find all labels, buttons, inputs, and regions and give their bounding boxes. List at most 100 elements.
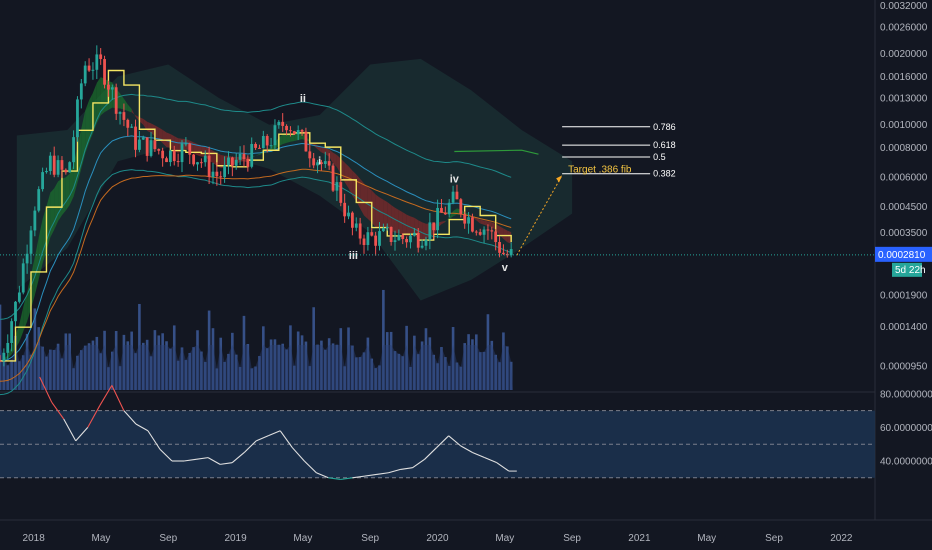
volume-bar: [374, 368, 377, 390]
axes: 0.0032000 0.0026000 0.0020000 0.0016000 0.00…: [23, 1, 932, 544]
fib-label: 0.618: [653, 140, 676, 150]
candle-body: [316, 162, 319, 166]
wave-label-i: i: [318, 155, 321, 167]
ribbon-segment: [7, 346, 12, 359]
volume-bar: [277, 344, 281, 390]
candle-body: [72, 137, 75, 163]
ribbon-segment: [441, 220, 446, 225]
volume-bar: [389, 331, 393, 390]
price-tick: 0.0026000: [880, 22, 928, 33]
volume-bar: [180, 347, 184, 390]
osc-line-segment: [376, 472, 389, 475]
price-tick: 0.0001400: [880, 322, 928, 333]
volume-bar: [0, 304, 2, 390]
volume-bar: [505, 346, 509, 390]
candle-body: [238, 153, 242, 160]
ribbon-segment: [484, 220, 488, 226]
ribbon-segment: [220, 154, 225, 169]
volume-bar: [169, 348, 172, 390]
candle-body: [122, 112, 126, 120]
ribbon-segment: [453, 208, 457, 217]
candle-body: [48, 155, 52, 172]
time-tick: May: [495, 533, 514, 544]
ribbon-segment: [290, 133, 295, 142]
ribbon-segment: [274, 137, 279, 149]
ribbon-segment: [100, 77, 105, 116]
candle-body: [192, 154, 196, 165]
oscillator-pane[interactable]: [0, 376, 875, 481]
current-price-tag: 0.0002810 5d 22h: [0, 246, 932, 277]
volume-bar: [447, 365, 451, 390]
osc-line-segment: [243, 440, 257, 453]
volume-bar: [87, 343, 91, 390]
volume-bar: [455, 362, 459, 390]
osc-line-segment: [39, 376, 53, 403]
candle-body: [327, 161, 331, 166]
volume-bar: [49, 349, 52, 390]
candle-body: [153, 140, 157, 150]
candle-body: [99, 54, 103, 60]
price-tick: 0.0004500: [880, 202, 928, 213]
ribbon-segment: [135, 115, 140, 122]
volume-bar: [281, 343, 284, 390]
volume-bar: [196, 330, 199, 390]
candle-body: [10, 321, 14, 343]
volume-bar: [467, 334, 470, 390]
ribbon-segment: [507, 230, 512, 244]
volume-bar: [231, 332, 234, 390]
candlestick-series[interactable]: [0, 45, 513, 367]
volume-bar: [424, 328, 428, 390]
candle-body: [269, 145, 273, 147]
candle-body: [374, 235, 378, 246]
candle-body: [320, 162, 323, 164]
volume-bar: [393, 351, 397, 390]
volume-bar: [347, 327, 350, 390]
time-tick: Sep: [361, 533, 379, 544]
volume-bar: [134, 353, 137, 390]
osc-line-segment: [328, 477, 341, 481]
ribbon-segment: [54, 181, 59, 230]
price-tick: 0.0032000: [880, 1, 928, 12]
candle-body: [52, 155, 56, 175]
candle-body: [296, 130, 300, 135]
candle-body: [45, 171, 48, 173]
candle-body: [207, 155, 211, 177]
candle-body: [289, 130, 292, 132]
candle-body: [412, 232, 416, 236]
volume-bar: [10, 359, 13, 390]
candle-body: [265, 136, 269, 146]
wave-label-ii: ii: [300, 93, 306, 105]
volume-bar: [327, 338, 331, 390]
candle-body: [300, 130, 304, 132]
wave-label-iii: iii: [349, 250, 358, 262]
ribbon-segment: [139, 117, 144, 125]
osc-line-segment: [424, 447, 438, 460]
candle-body: [6, 342, 10, 353]
ribbon-segment: [170, 133, 175, 151]
volume-bar: [335, 344, 339, 390]
ribbon-segment: [336, 154, 341, 175]
ribbon-segment: [371, 190, 376, 228]
candle-body: [141, 137, 145, 140]
candle-body: [432, 222, 436, 231]
volume-bar: [219, 337, 223, 390]
candle-body: [188, 143, 192, 155]
volume-bar: [316, 344, 319, 390]
candle-body: [498, 242, 501, 253]
candle-body: [157, 149, 161, 151]
volume-bar: [192, 347, 195, 390]
candle-body: [0, 360, 2, 362]
volume-bar: [95, 336, 99, 390]
ribbon-segment: [27, 275, 31, 322]
osc-line-segment: [231, 452, 245, 464]
volume-bar: [126, 341, 130, 390]
candle-body: [494, 231, 498, 243]
countdown-value: 5d 22h: [895, 265, 926, 276]
fib-levels[interactable]: 0.786 0.618 0.5 0.382 Target .386 fib: [516, 122, 676, 256]
ribbon-segment: [468, 213, 473, 218]
osc-line-segment: [135, 423, 149, 432]
volume-bar: [18, 361, 21, 390]
price-tick: 0.0013000: [880, 93, 928, 104]
candle-body: [397, 234, 401, 241]
